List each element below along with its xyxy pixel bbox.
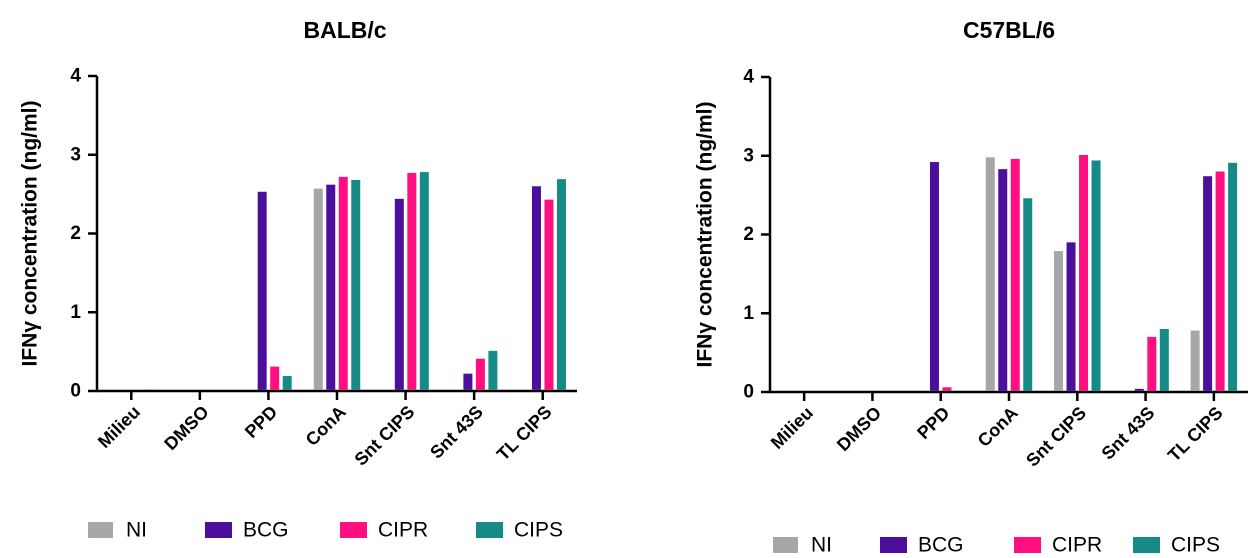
legend-label: CIPS <box>514 519 563 542</box>
x-category-label: PPD <box>241 402 281 442</box>
bar <box>1190 330 1200 391</box>
bar <box>1215 171 1225 391</box>
bar <box>1228 162 1238 391</box>
bar <box>475 358 485 390</box>
chart-title: BALB/c <box>303 17 386 43</box>
bar <box>1079 154 1089 391</box>
x-category-label: ConA <box>302 402 350 450</box>
bar <box>313 188 323 390</box>
y-axis-label: IFNγ concentration (ng/ml) <box>694 101 717 367</box>
bar <box>407 172 417 390</box>
y-tick-label: 1 <box>743 303 754 324</box>
y-tick-label: 0 <box>743 382 754 403</box>
legend-swatch <box>340 522 367 538</box>
legend-swatch <box>476 522 503 538</box>
bar <box>1010 158 1020 391</box>
chart-title: C57BL/6 <box>963 17 1055 43</box>
bar <box>257 191 267 390</box>
x-category-label: TL CIPS <box>493 402 556 465</box>
bar <box>1134 388 1144 391</box>
bar <box>282 376 292 390</box>
x-category-label: ConA <box>974 403 1022 451</box>
x-category-label: PPD <box>913 403 953 443</box>
legend: NI BCG CIPR CIPS <box>773 534 1220 557</box>
legend-label: BCG <box>918 534 964 557</box>
y-tick-label: 0 <box>70 381 81 402</box>
x-category-label: Snt 43S <box>426 402 487 463</box>
bar <box>338 176 348 390</box>
x-category-label: Snt CIPS <box>351 402 419 470</box>
bar <box>1159 329 1169 391</box>
bar <box>419 172 429 390</box>
bar <box>556 179 566 390</box>
x-category-label: TL CIPS <box>1164 403 1227 466</box>
y-tick-label: 3 <box>743 145 754 166</box>
bar <box>1054 251 1064 391</box>
bar <box>531 186 541 390</box>
legend-label: CIPR <box>1052 534 1102 557</box>
bar <box>463 373 473 390</box>
y-tick-label: 2 <box>70 223 81 244</box>
bar <box>544 199 554 390</box>
x-category-label: Milieu <box>94 402 144 452</box>
legend-swatch <box>88 522 113 538</box>
chart-panel-1: BALB/c IFNγ concentration (ng/ml) 0 1 2 3 4 Mil… <box>19 17 577 542</box>
bar <box>1147 336 1157 391</box>
x-category-label: Milieu <box>767 403 817 453</box>
bar <box>394 198 404 390</box>
chart-panel-2: C57BL/6 IFNγ concentration (ng/ml) 0 1 2 3 4 Mi… <box>694 17 1248 557</box>
bar <box>488 350 498 390</box>
bar <box>1066 242 1076 391</box>
bar <box>998 169 1008 391</box>
bar <box>1203 176 1213 391</box>
bar <box>326 184 336 390</box>
bar <box>270 366 280 390</box>
legend-swatch <box>1014 537 1041 553</box>
legend-label: NI <box>811 534 832 557</box>
x-category-label: Snt CIPS <box>1022 403 1090 471</box>
bar <box>351 179 361 390</box>
legend-label: NI <box>126 519 147 542</box>
y-tick-label: 4 <box>743 67 754 88</box>
legend-label: BCG <box>243 519 289 542</box>
y-axis-label: IFNγ concentration (ng/ml) <box>19 100 42 366</box>
x-category-label: DMSO <box>833 403 885 455</box>
bar <box>1023 198 1033 391</box>
x-category-label: DMSO <box>160 402 212 454</box>
bar <box>942 387 952 391</box>
bar <box>929 162 939 391</box>
legend-label: CIPR <box>378 519 428 542</box>
legend-swatch <box>773 537 798 553</box>
legend-swatch <box>1133 537 1160 553</box>
legend: NI BCG CIPR CIPS <box>88 519 563 542</box>
x-category-label: Snt 43S <box>1098 403 1159 464</box>
y-tick-label: 1 <box>70 302 81 323</box>
legend-swatch <box>205 522 232 538</box>
bar <box>985 157 995 391</box>
bar <box>1091 160 1101 391</box>
y-tick-label: 3 <box>70 144 81 165</box>
y-tick-label: 2 <box>743 224 754 245</box>
y-tick-label: 4 <box>70 66 81 87</box>
legend-swatch <box>880 537 907 553</box>
legend-label: CIPS <box>1171 534 1220 557</box>
